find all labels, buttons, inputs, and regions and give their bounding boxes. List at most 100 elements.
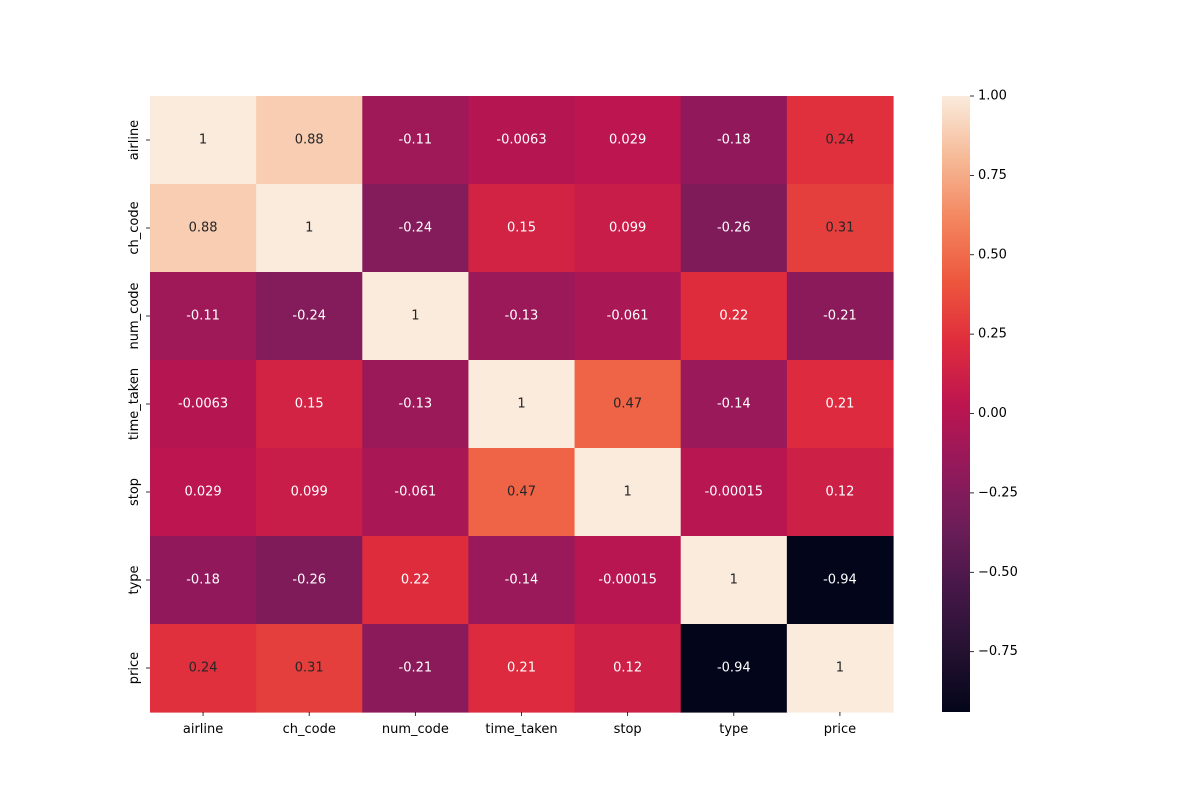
colorbar-tick-label: 0.75 xyxy=(978,168,1007,183)
cell-value-label: -0.11 xyxy=(186,309,220,324)
heatmap-cell-num_code-stop xyxy=(574,272,682,361)
heatmap-cell-num_code-time_taken xyxy=(468,272,576,361)
heatmap-cell-ch_code-price xyxy=(786,184,894,273)
heatmap-cell-ch_code-time_taken xyxy=(468,184,576,273)
cell-value-label: 0.31 xyxy=(295,661,324,676)
colorbar-tick-label: 1.00 xyxy=(978,89,1007,104)
heatmap-cell-time_taken-num_code xyxy=(362,360,470,449)
cell-value-label: -0.21 xyxy=(823,309,857,324)
colorbar-tick-label: −0.75 xyxy=(978,644,1018,659)
colorbar-gradient-bar xyxy=(942,96,970,712)
heatmap-cell-type-type xyxy=(680,536,788,625)
heatmap-cell-stop-price xyxy=(786,448,894,537)
heatmap-cell-ch_code-ch_code xyxy=(256,184,363,273)
heatmap-cell-airline-time_taken xyxy=(468,96,576,185)
heatmap-cell-airline-num_code xyxy=(362,96,470,185)
x-tick-label: price xyxy=(824,722,856,737)
heatmap-cell-labels: 1 0.88 -0.11 -0.0063 0.029 -0.18 0.24 0.88 1 -0.2… xyxy=(178,133,857,676)
colorbar: 1.00 0.75 0.50 0.25 0.00 −0.25 −0.50 −0.75 xyxy=(942,89,1018,712)
cell-value-label: -0.18 xyxy=(717,133,751,148)
cell-value-label: 0.099 xyxy=(291,485,328,500)
cell-value-label: 0.24 xyxy=(189,661,218,676)
heatmap-cell-time_taken-stop xyxy=(574,360,682,449)
heatmap-cells xyxy=(150,96,894,713)
y-tick-label: ch_code xyxy=(127,201,142,254)
cell-value-label: 0.47 xyxy=(613,397,642,412)
heatmap-cell-airline-price xyxy=(786,96,894,185)
heatmap-cell-type-num_code xyxy=(362,536,470,625)
cell-value-label: -0.0063 xyxy=(496,133,546,148)
colorbar-tick-label: −0.50 xyxy=(978,565,1018,580)
colorbar-tick-label: 0.25 xyxy=(978,327,1007,342)
cell-value-label: -0.0063 xyxy=(178,397,228,412)
heatmap-cell-type-price xyxy=(786,536,894,625)
cell-value-label: 0.21 xyxy=(507,661,536,676)
y-tick-label: type xyxy=(127,565,142,594)
x-axis: airline ch_code num_code time_taken stop type… xyxy=(183,712,856,737)
heatmap-cell-type-ch_code xyxy=(256,536,363,625)
cell-value-label: -0.26 xyxy=(292,573,326,588)
heatmap-cell-stop-num_code xyxy=(362,448,470,537)
y-tick-label: time_taken xyxy=(127,368,142,440)
heatmap-cell-price-time_taken xyxy=(468,624,576,713)
heatmap-cell-airline-type xyxy=(680,96,788,185)
colorbar-tick-label: 0.50 xyxy=(978,247,1007,262)
cell-value-label: 0.21 xyxy=(825,397,854,412)
cell-value-label: 0.15 xyxy=(507,221,536,236)
heatmap-cell-stop-type xyxy=(680,448,788,537)
heatmap-cell-price-num_code xyxy=(362,624,470,713)
cell-value-label: 1 xyxy=(730,573,738,588)
heatmap-cell-price-airline xyxy=(150,624,257,713)
heatmap-cell-ch_code-num_code xyxy=(362,184,470,273)
heatmap-cell-ch_code-type xyxy=(680,184,788,273)
cell-value-label: 1 xyxy=(305,221,313,236)
heatmap-cell-airline-ch_code xyxy=(256,96,363,185)
heatmap-cell-num_code-airline xyxy=(150,272,257,361)
heatmap-cell-time_taken-price xyxy=(786,360,894,449)
heatmap-cell-stop-time_taken xyxy=(468,448,576,537)
heatmap-cell-num_code-type xyxy=(680,272,788,361)
heatmap-cell-stop-airline xyxy=(150,448,257,537)
cell-value-label: 1 xyxy=(199,133,207,148)
heatmap-cell-time_taken-airline xyxy=(150,360,257,449)
cell-value-label: -0.061 xyxy=(607,309,649,324)
cell-value-label: 0.029 xyxy=(609,133,646,148)
cell-value-label: 0.099 xyxy=(609,221,646,236)
cell-value-label: 1 xyxy=(517,397,525,412)
cell-value-label: -0.26 xyxy=(717,221,751,236)
heatmap-cell-num_code-price xyxy=(786,272,894,361)
heatmap-cell-type-airline xyxy=(150,536,257,625)
cell-value-label: 0.22 xyxy=(401,573,430,588)
cell-value-label: -0.13 xyxy=(399,397,433,412)
heatmap-cell-price-stop xyxy=(574,624,682,713)
cell-value-label: -0.14 xyxy=(717,397,751,412)
cell-value-label: 0.12 xyxy=(825,485,854,500)
cell-value-label: -0.24 xyxy=(292,309,326,324)
cell-value-label: -0.94 xyxy=(823,573,857,588)
cell-value-label: 0.24 xyxy=(825,133,854,148)
cell-value-label: 0.15 xyxy=(295,397,324,412)
y-tick-label: num_code xyxy=(127,283,142,350)
colorbar-tick-label: −0.25 xyxy=(978,485,1018,500)
heatmap-cell-airline-stop xyxy=(574,96,682,185)
heatmap-cell-stop-stop xyxy=(574,448,682,537)
heatmap-cell-stop-ch_code xyxy=(256,448,363,537)
cell-value-label: -0.21 xyxy=(399,661,433,676)
cell-value-label: 0.88 xyxy=(189,221,218,236)
y-tick-label: airline xyxy=(127,120,142,160)
y-tick-label: stop xyxy=(127,478,142,506)
x-tick-label: stop xyxy=(614,722,642,737)
heatmap-cell-ch_code-stop xyxy=(574,184,682,273)
cell-value-label: 0.12 xyxy=(613,661,642,676)
y-tick-label: price xyxy=(127,652,142,684)
cell-value-label: -0.061 xyxy=(394,485,436,500)
x-tick-label: time_taken xyxy=(485,722,557,737)
cell-value-label: -0.14 xyxy=(505,573,539,588)
cell-value-label: 0.47 xyxy=(507,485,536,500)
heatmap-cell-num_code-num_code xyxy=(362,272,470,361)
cell-value-label: 0.88 xyxy=(295,133,324,148)
heatmap-cell-price-price xyxy=(786,624,894,713)
colorbar-tick-label: 0.00 xyxy=(978,406,1007,421)
cell-value-label: -0.18 xyxy=(186,573,220,588)
